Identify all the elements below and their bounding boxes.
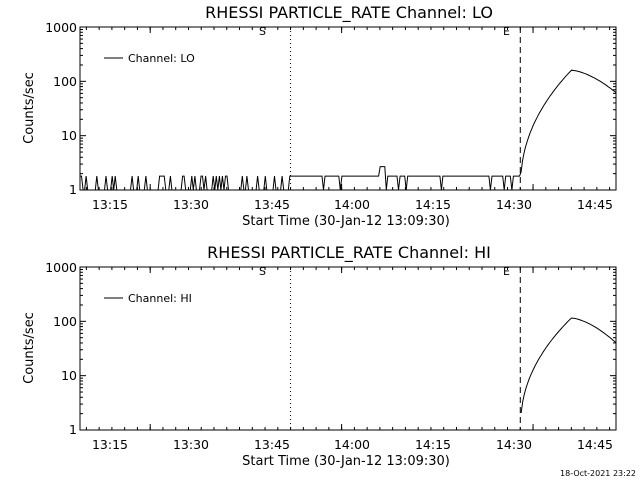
x-tick-label: 13:45 [254, 437, 290, 452]
start-marker: S [259, 25, 266, 38]
plot-area [80, 266, 617, 431]
legend-label: Channel: LO [128, 52, 195, 65]
y-tick-label: 100 [53, 314, 77, 329]
x-tick-label: 13:15 [92, 197, 128, 212]
y-tick-label: 1 [69, 422, 77, 437]
x-tick-label: 14:45 [577, 197, 613, 212]
legend: Channel: HI [104, 292, 192, 305]
x-tick-label: 14:15 [415, 197, 451, 212]
x-tick-label: 14:30 [496, 437, 532, 452]
x-tick-label: 14:15 [415, 437, 451, 452]
y-tick-label: 1 [69, 182, 77, 197]
footer-timestamp: 18-Oct-2021 23:22 [560, 469, 636, 478]
y-axis-label: Counts/sec [22, 312, 37, 384]
chart-panel-hi: RHESSI PARTICLE_RATE Channel: HI 1 10 10… [22, 243, 617, 469]
x-tick-label: 14:45 [577, 437, 613, 452]
y-tick-label: 10 [61, 368, 77, 383]
end-marker: E [503, 25, 510, 38]
y-tick-label: 1000 [45, 20, 77, 35]
x-tick-label: 13:45 [254, 197, 290, 212]
x-axis-label: Start Time (30-Jan-12 13:09:30) [242, 214, 450, 229]
legend: Channel: LO [104, 52, 195, 65]
y-axis-label: Counts/sec [22, 72, 37, 144]
plot-frame [79, 26, 617, 191]
y-tick-label: 100 [53, 74, 77, 89]
chart-panel-lo: RHESSI PARTICLE_RATE Channel: LO 1 10 10… [22, 3, 617, 229]
x-axis: 13:15 13:30 13:45 14:00 14:15 14:30 14:4… [92, 437, 613, 452]
series-line-0 [520, 317, 617, 414]
plot-frame [79, 266, 617, 431]
plot-area [80, 26, 617, 191]
x-axis: 13:15 13:30 13:45 14:00 14:15 14:30 14:4… [92, 197, 613, 212]
chart-title: RHESSI PARTICLE_RATE Channel: HI [207, 243, 491, 263]
x-tick-label: 14:30 [496, 197, 532, 212]
series-line-0 [80, 69, 617, 191]
legend-label: Channel: HI [128, 292, 192, 305]
y-tick-label: 1000 [45, 260, 77, 275]
x-axis-label: Start Time (30-Jan-12 13:09:30) [242, 454, 450, 469]
x-tick-label: 14:00 [334, 197, 370, 212]
start-marker: S [259, 265, 266, 278]
x-tick-label: 13:15 [92, 437, 128, 452]
end-marker: E [503, 265, 510, 278]
y-axis: 1 10 100 1000 [45, 20, 77, 197]
chart-title: RHESSI PARTICLE_RATE Channel: LO [205, 3, 493, 23]
y-axis: 1 10 100 1000 [45, 260, 77, 437]
x-tick-label: 13:30 [173, 197, 209, 212]
x-tick-label: 14:00 [334, 437, 370, 452]
x-tick-label: 13:30 [173, 437, 209, 452]
y-tick-label: 10 [61, 128, 77, 143]
